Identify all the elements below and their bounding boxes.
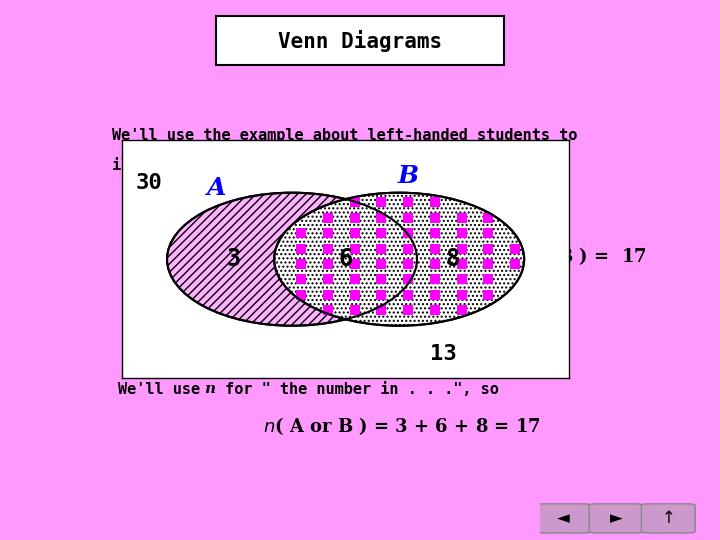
Text: Venn Diagrams: Venn Diagrams	[278, 30, 442, 51]
Text: $n$( A or B ) = 3 + 6 + 8 = 17: $n$( A or B ) = 3 + 6 + 8 = 17	[263, 416, 541, 437]
Point	[456, 229, 467, 238]
Point	[348, 306, 360, 315]
Point	[295, 260, 307, 268]
Point	[429, 306, 441, 315]
Point	[429, 291, 441, 299]
Point	[376, 244, 387, 253]
Text: B: B	[397, 164, 418, 188]
Point	[348, 229, 360, 238]
Point	[322, 306, 333, 315]
Point	[402, 291, 414, 299]
Text: 3: 3	[227, 247, 241, 271]
Point	[376, 275, 387, 284]
Point	[482, 291, 494, 299]
Point	[482, 213, 494, 222]
Point	[295, 275, 307, 284]
Point	[402, 275, 414, 284]
Text: ↑: ↑	[662, 509, 675, 528]
Point	[376, 306, 387, 315]
Point	[322, 260, 333, 268]
Text: A: A	[207, 176, 226, 200]
Text: 6: 6	[338, 247, 353, 271]
Point	[482, 229, 494, 238]
Point	[376, 198, 387, 206]
Point	[376, 260, 387, 268]
Point	[429, 244, 441, 253]
Point	[348, 291, 360, 299]
Text: $n$( A or B ) =  17: $n$( A or B ) = 17	[482, 245, 646, 267]
Text: We'll use the example about left-handed students to: We'll use the example about left-handed …	[112, 128, 577, 143]
Circle shape	[274, 193, 524, 326]
Text: ◄: ◄	[557, 509, 570, 528]
Point	[322, 291, 333, 299]
Point	[429, 260, 441, 268]
Text: We'll use: We'll use	[118, 382, 209, 396]
Point	[482, 244, 494, 253]
Point	[322, 229, 333, 238]
Point	[456, 275, 467, 284]
Point	[402, 260, 414, 268]
Point	[376, 213, 387, 222]
Text: for " the number in . . .", so: for " the number in . . .", so	[215, 382, 498, 396]
FancyBboxPatch shape	[589, 504, 643, 533]
Point	[429, 275, 441, 284]
Point	[402, 198, 414, 206]
FancyBboxPatch shape	[537, 504, 590, 533]
Point	[402, 229, 414, 238]
Point	[456, 260, 467, 268]
Point	[402, 306, 414, 315]
Point	[376, 291, 387, 299]
Point	[322, 275, 333, 284]
Point	[348, 275, 360, 284]
Text: ►: ►	[610, 509, 622, 528]
Point	[429, 213, 441, 222]
Text: n: n	[204, 382, 215, 396]
Point	[510, 260, 521, 268]
Point	[348, 244, 360, 253]
Text: 13: 13	[431, 344, 457, 365]
Point	[295, 229, 307, 238]
Point	[348, 198, 360, 206]
Point	[482, 260, 494, 268]
Circle shape	[167, 193, 417, 326]
Point	[322, 244, 333, 253]
Point	[402, 213, 414, 222]
Point	[482, 275, 494, 284]
Point	[402, 244, 414, 253]
Point	[456, 306, 467, 315]
Point	[456, 213, 467, 222]
Point	[456, 291, 467, 299]
Point	[295, 291, 307, 299]
Point	[456, 244, 467, 253]
Point	[429, 229, 441, 238]
Text: illustrate a law of probability.: illustrate a law of probability.	[112, 157, 405, 173]
Text: 8: 8	[446, 247, 460, 271]
Point	[295, 244, 307, 253]
Point	[348, 213, 360, 222]
FancyBboxPatch shape	[642, 504, 696, 533]
Point	[510, 244, 521, 253]
Point	[322, 213, 333, 222]
Point	[376, 229, 387, 238]
Point	[429, 198, 441, 206]
Point	[348, 260, 360, 268]
Text: 30: 30	[136, 173, 163, 193]
